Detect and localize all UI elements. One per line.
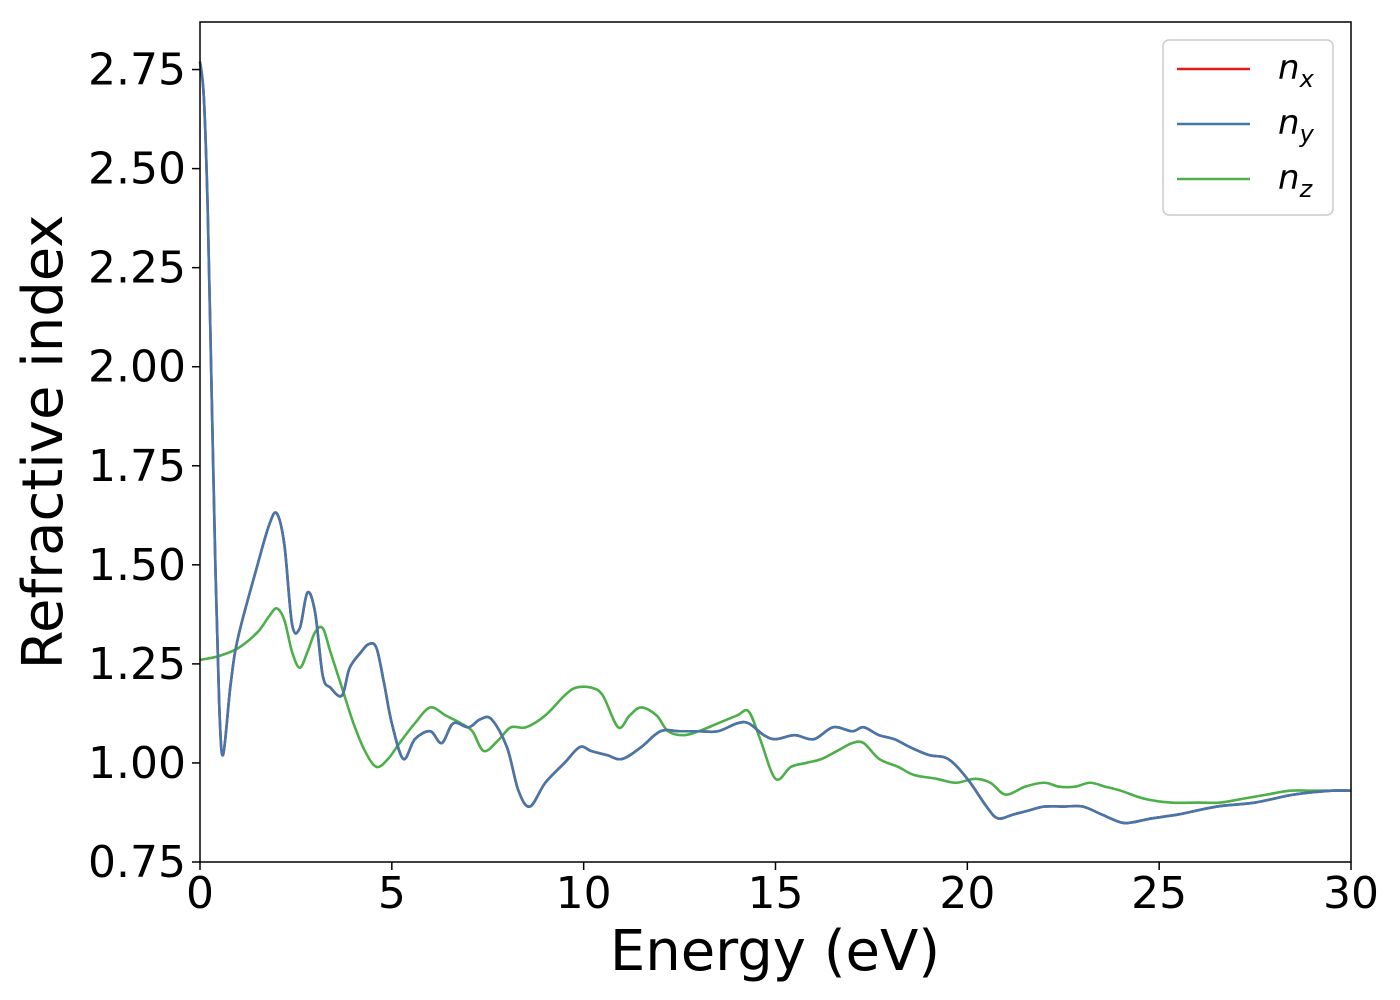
y-axis-ticks: 0.75 1.00 1.25 1.50 1.75 2.00 2.25 2.50 2.75 <box>88 45 200 888</box>
x-tick-label: 20 <box>939 868 995 919</box>
x-axis-title: Energy (eV) <box>610 919 940 984</box>
legend-label-ny: ny <box>1278 103 1315 148</box>
x-tick-label: 5 <box>378 868 406 919</box>
y-tick-label: 1.75 <box>88 441 186 492</box>
y-axis-title: Refractive index <box>11 215 76 670</box>
x-tick-label: 15 <box>748 868 804 919</box>
y-tick-label: 2.25 <box>88 243 186 294</box>
series-line-nz <box>199 607 1351 805</box>
y-tick-label: 2.75 <box>88 45 186 96</box>
legend-box <box>1162 39 1334 216</box>
y-tick-label: 1.00 <box>88 738 186 789</box>
y-tick-label: 1.50 <box>88 540 186 591</box>
series-line-ny <box>198 61 1352 825</box>
x-tick-label: 10 <box>556 868 612 919</box>
y-tick-label: 0.75 <box>88 837 186 888</box>
y-tick-label: 2.50 <box>88 144 186 195</box>
x-tick-label: 0 <box>186 868 214 919</box>
x-tick-label: 30 <box>1323 868 1379 919</box>
y-tick-label: 2.00 <box>88 342 186 393</box>
series-layer <box>198 61 1352 825</box>
x-axis-ticks: 0 5 10 15 20 25 30 <box>186 862 1379 919</box>
y-tick-label: 1.25 <box>88 639 186 690</box>
x-tick-label: 25 <box>1131 868 1187 919</box>
